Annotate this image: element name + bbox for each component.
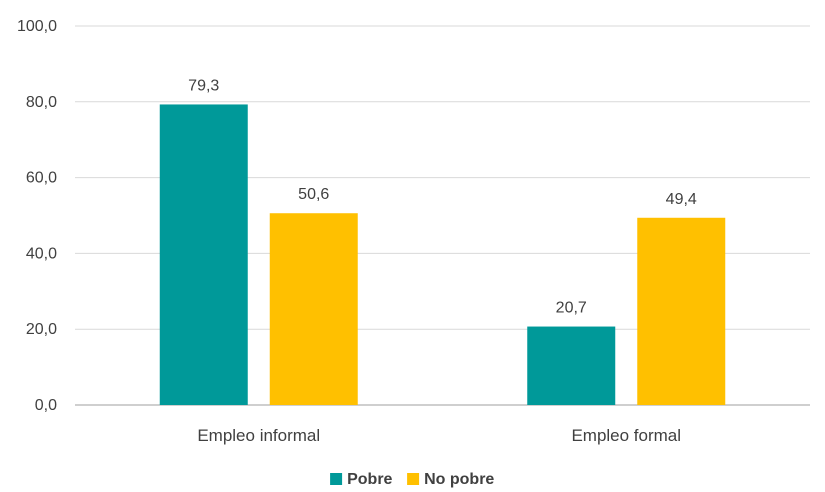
data-label: 79,3 bbox=[188, 77, 219, 94]
bar-pobre bbox=[527, 326, 616, 405]
y-axis-ticks: 0,0 20,0 40,0 60,0 80,0 100,0 bbox=[17, 18, 57, 414]
legend-swatch bbox=[330, 473, 343, 485]
data-label: 20,7 bbox=[556, 300, 587, 317]
data-label: 49,4 bbox=[666, 191, 697, 208]
bar-no-pobre bbox=[269, 213, 358, 405]
bar-pobre bbox=[159, 104, 248, 405]
y-tick-label: 80,0 bbox=[26, 94, 57, 111]
legend-label: No pobre bbox=[424, 471, 494, 488]
bar-no-pobre bbox=[637, 217, 726, 405]
x-axis-categories: Empleo informal Empleo formal bbox=[197, 426, 681, 445]
y-tick-label: 0,0 bbox=[35, 397, 57, 414]
data-label: 50,6 bbox=[298, 186, 329, 203]
y-tick-label: 40,0 bbox=[26, 245, 57, 262]
category-label: Empleo formal bbox=[571, 426, 681, 445]
y-tick-label: 20,0 bbox=[26, 321, 57, 338]
legend: Pobre No pobre bbox=[330, 471, 494, 488]
category-label: Empleo informal bbox=[197, 426, 320, 445]
data-labels: 79,3 50,6 20,7 49,4 bbox=[188, 77, 697, 316]
legend-label: Pobre bbox=[347, 471, 392, 488]
legend-swatch bbox=[407, 473, 420, 485]
bars bbox=[159, 104, 726, 405]
y-tick-label: 60,0 bbox=[26, 170, 57, 187]
y-tick-label: 100,0 bbox=[17, 18, 57, 35]
